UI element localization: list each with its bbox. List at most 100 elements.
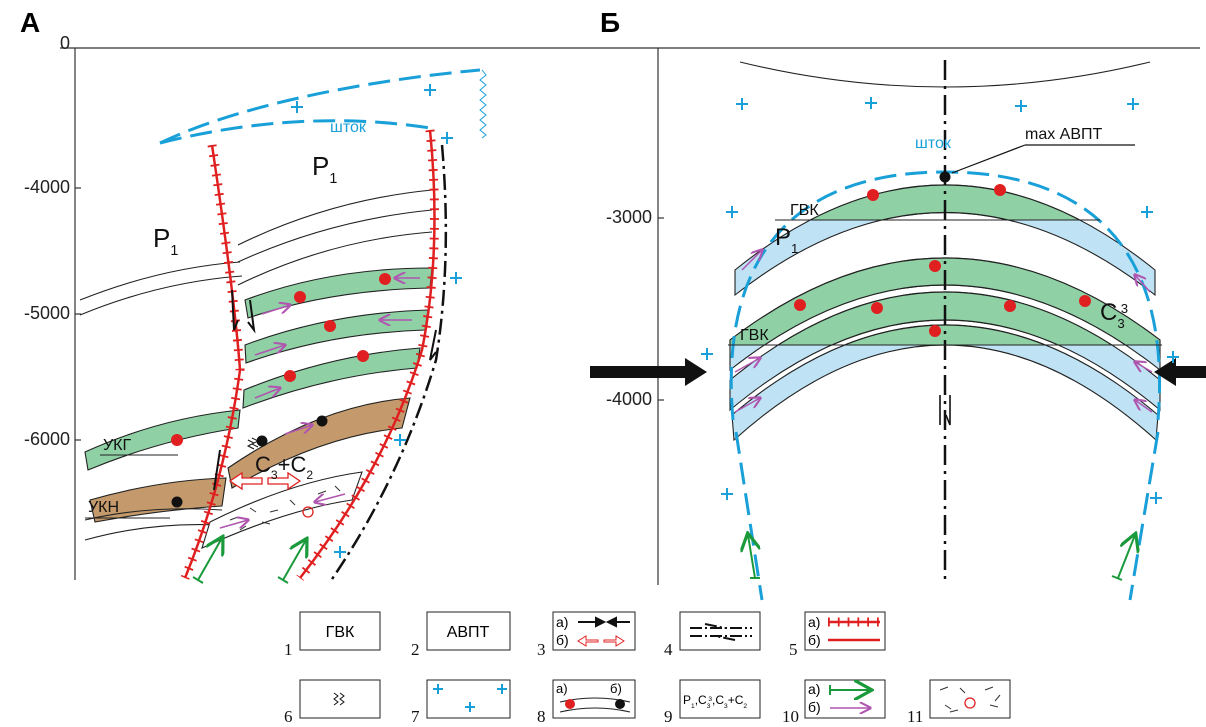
legend-text: АВПТ [447,624,490,641]
compression-arrow [590,358,707,386]
legend-number: 1 [284,640,293,659]
gas-drop [867,189,879,201]
gas-drop [294,291,306,303]
wavy-symbol [248,438,258,449]
gas-drop [929,325,941,337]
green-arrow-end [1112,576,1122,580]
label-sub: 2 [306,468,313,482]
label-base: P [312,151,329,181]
label-base: C [255,452,271,477]
legend-number: 6 [284,707,293,726]
green-arrow-end [278,577,288,583]
stock-label: шток [330,119,367,136]
legend-sub: б) [808,699,821,715]
label-base: P [153,223,170,253]
max-point [940,172,951,183]
legend-number: 4 [664,640,673,659]
layer-line [238,190,432,245]
gvk-label: ГВК [740,327,769,344]
layer-line [80,276,242,315]
stock-outline [736,432,762,600]
legend-number: 11 [907,707,923,726]
stock-label: шток [915,135,952,152]
gas-drop [324,320,336,332]
legend: 1 ГВК 2 АВПТ 3 а) б) 4 5 а) б) 6 7 8 а) … [284,612,1010,726]
depth-label: -4000 [606,389,652,409]
gas-drop [379,273,391,285]
gas-drop [284,370,296,382]
green-arrow [1118,535,1135,578]
gas-drop [994,184,1006,196]
label-sub: 3 [1117,316,1124,331]
label-sub: 2 [743,703,747,710]
depth-label: -3000 [606,207,652,227]
panel-b: Б -3000 -4000 max АВПТ шток ГВК ГВК P1 C… [590,7,1206,600]
gvk-label: ГВК [790,202,819,219]
gas-layer [243,348,420,408]
p1-label: P1 [153,223,178,259]
legend-sub: а) [556,681,568,696]
max-label: max АВПТ [1025,126,1103,143]
depth-label: -6000 [24,429,70,449]
legend-number: 2 [411,640,420,659]
compression-arrow [1154,358,1206,386]
legend-number: 8 [537,707,546,726]
depth-label: -4000 [24,177,70,197]
p1-label: P1 [312,151,337,187]
layer-line [238,210,432,262]
legend-box [680,612,760,650]
green-arrow-end [193,577,203,583]
oil-dot [317,416,328,427]
legend-number: 7 [411,707,420,726]
legend-text: ГВК [326,624,355,641]
legend-sub: б) [610,681,622,696]
legend-box [427,680,510,718]
panel-a: А 0 -4000 -5000 -6000 шток [20,7,650,583]
legend-number: 3 [537,640,546,659]
gas-drop [1079,295,1091,307]
label-base: ,C [695,693,707,707]
label-sub: 1 [791,241,798,256]
ukn-label: УКН [88,499,119,516]
gas-drop [929,260,941,272]
stock-outline [1130,432,1158,600]
legend-number: 5 [789,640,798,659]
label-sup: 3 [1121,301,1128,316]
legend-sub: а) [556,614,568,630]
oil-dot [172,497,183,508]
legend-sub: б) [556,632,569,648]
gas-drop [794,299,806,311]
gas-drop [171,434,183,446]
legend-symbol [615,699,625,709]
legend-symbol [565,699,575,709]
label-sub: 1 [329,171,337,187]
label-base: +C [728,693,744,707]
depth-label: 0 [60,33,70,53]
label-sub: 3 [707,703,711,710]
panel-letter: А [20,7,40,38]
c33-label: C33 [1100,299,1128,331]
legend-number: 10 [782,707,799,726]
gas-drop [1004,300,1016,312]
label-base: +C [278,452,307,477]
layer-line [85,525,218,540]
label-base: C [1100,299,1117,326]
ukg-label: УКГ [103,437,131,454]
label-sub: 1 [170,243,178,259]
label-base: P [683,693,691,707]
label-base: ,C [712,693,724,707]
label-base: P [775,224,791,251]
legend-number: 9 [664,707,673,726]
panel-letter: Б [600,7,620,38]
legend-box [930,680,1010,718]
stock-outline [160,121,430,143]
wavy-line [480,70,486,138]
leader-line [952,145,1135,173]
diagram: А 0 -4000 -5000 -6000 шток [0,0,1206,727]
legend-sub: а) [808,614,820,630]
layer-line [80,262,240,300]
depth-label: -5000 [24,303,70,323]
gas-drop [357,350,369,362]
legend-sub: б) [808,632,821,648]
gas-drop [871,302,883,314]
